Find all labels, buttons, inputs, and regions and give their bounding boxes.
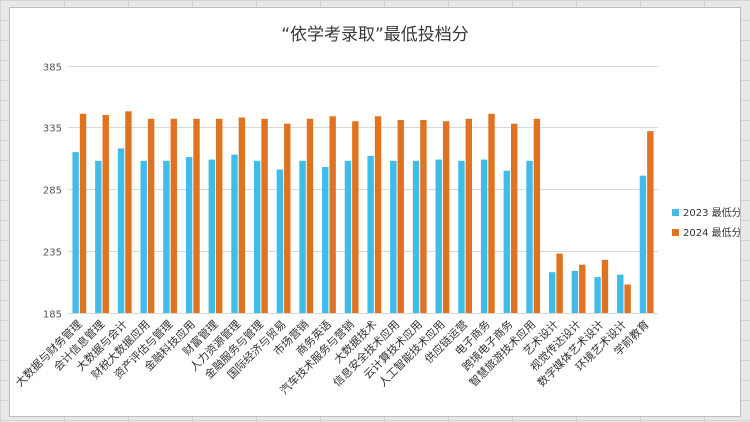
bar-series-a-14[interactable] xyxy=(390,160,397,313)
bar-series-b-19[interactable] xyxy=(511,123,518,314)
bar-series-b-10[interactable] xyxy=(306,118,314,313)
bar-series-b-15[interactable] xyxy=(420,119,427,313)
bar-series-a-15[interactable] xyxy=(412,160,420,313)
bar-series-a-7[interactable] xyxy=(231,154,238,313)
bar-series-b-16[interactable] xyxy=(442,121,450,313)
bar-series-b-8[interactable] xyxy=(261,118,268,313)
bar-series-b-6[interactable] xyxy=(216,118,223,313)
bar-series-b-5[interactable] xyxy=(193,118,200,313)
bar-series-a-22[interactable] xyxy=(571,270,579,313)
bar-series-a-8[interactable] xyxy=(253,160,261,313)
bar-series-b-12[interactable] xyxy=(352,121,359,313)
bar-series-a-1[interactable] xyxy=(95,160,102,313)
bar-series-b-13[interactable] xyxy=(374,116,382,313)
bar-series-a-18[interactable] xyxy=(480,159,488,313)
chart-panel[interactable]: “依学考录取”最低投档分 185 235 285 335 385 大数据与财务管理 会计信息… xyxy=(9,7,741,417)
bar-series-b-21[interactable] xyxy=(556,253,563,313)
bar-series-a-9[interactable] xyxy=(276,169,284,313)
bar-series-b-23[interactable] xyxy=(601,259,609,313)
bar-series-b-1[interactable] xyxy=(102,115,109,313)
legend-label: 2024 最低分 xyxy=(683,226,740,239)
chart-title: “依学考录取”最低投档分 xyxy=(281,25,469,45)
bar-series-b-17[interactable] xyxy=(465,118,473,313)
bar-series-a-24[interactable] xyxy=(617,274,624,313)
y-tick-label: 185 xyxy=(43,310,62,321)
bar-series-b-25[interactable] xyxy=(647,131,654,313)
bar-series-a-25[interactable] xyxy=(639,175,647,313)
y-tick-label: 335 xyxy=(43,124,62,135)
bar-series-a-3[interactable] xyxy=(140,160,147,313)
bar-series-a-6[interactable] xyxy=(208,159,215,313)
bar-series-b-18[interactable] xyxy=(488,113,495,314)
bar-series-a-0[interactable] xyxy=(72,152,79,313)
bar-series-b-0[interactable] xyxy=(79,113,87,314)
legend-swatch xyxy=(672,209,679,216)
bar-series-a-4[interactable] xyxy=(163,160,170,313)
bar-series-a-11[interactable] xyxy=(322,167,329,313)
chart-plot: 185235285335385大数据与财务管理会计信息管理大数据与会计财税大数据… xyxy=(12,63,740,398)
bar-series-a-13[interactable] xyxy=(367,155,374,313)
y-tick-label: 385 xyxy=(43,63,62,74)
bar-series-a-17[interactable] xyxy=(458,160,465,313)
legend-label: 2023 最低分 xyxy=(683,206,740,219)
bar-series-a-2[interactable] xyxy=(117,148,125,313)
bar-series-a-20[interactable] xyxy=(526,160,533,313)
bar-series-b-9[interactable] xyxy=(284,123,291,314)
bar-series-a-10[interactable] xyxy=(299,160,306,313)
bar-series-a-12[interactable] xyxy=(344,160,352,313)
bar-series-b-3[interactable] xyxy=(147,118,155,313)
bar-series-a-21[interactable] xyxy=(548,272,556,313)
bar-series-b-24[interactable] xyxy=(624,284,631,313)
bar-series-a-19[interactable] xyxy=(503,170,510,313)
bar-series-b-22[interactable] xyxy=(579,264,586,313)
bar-series-b-20[interactable] xyxy=(533,118,541,313)
legend-swatch xyxy=(672,229,679,236)
bar-series-b-4[interactable] xyxy=(170,118,178,313)
bar-series-b-7[interactable] xyxy=(238,117,246,313)
bar-series-b-2[interactable] xyxy=(125,111,132,313)
bar-series-a-16[interactable] xyxy=(435,159,442,313)
y-tick-label: 285 xyxy=(43,186,62,197)
bar-series-b-11[interactable] xyxy=(329,116,336,313)
y-tick-label: 235 xyxy=(43,248,62,259)
bar-series-b-14[interactable] xyxy=(397,119,404,313)
bar-series-a-5[interactable] xyxy=(185,157,193,313)
bar-series-a-23[interactable] xyxy=(594,277,601,313)
